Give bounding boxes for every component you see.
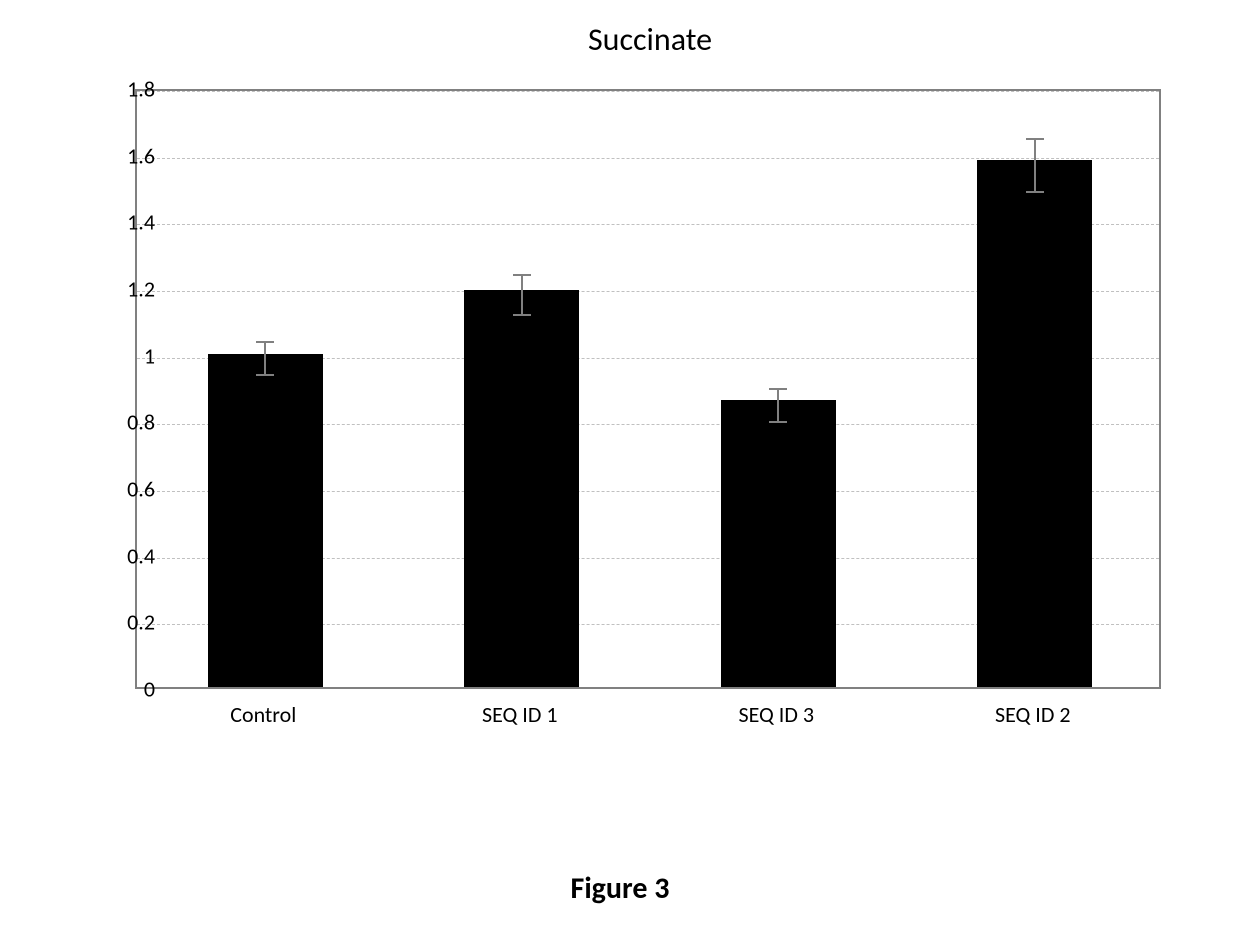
- chart-area: Fold improvement over control ControlSEQ…: [135, 89, 1190, 689]
- y-tick-label: 0: [105, 676, 155, 703]
- bar: [977, 160, 1092, 687]
- gridline: [137, 158, 1159, 159]
- y-tick-label: 1.8: [105, 76, 155, 103]
- bar: [464, 290, 579, 687]
- error-cap-top: [513, 274, 531, 276]
- error-cap-top: [256, 341, 274, 343]
- y-tick-label: 0.8: [105, 409, 155, 436]
- chart-title: Succinate: [110, 20, 1190, 59]
- y-tick-label: 0.4: [105, 542, 155, 569]
- chart-container: Succinate Fold improvement over control …: [50, 20, 1190, 689]
- y-tick-label: 0.2: [105, 609, 155, 636]
- y-tick-label: 1.6: [105, 142, 155, 169]
- x-tick-label: SEQ ID 3: [739, 701, 815, 728]
- error-cap-bottom: [256, 374, 274, 376]
- x-tick-label: Control: [230, 701, 296, 728]
- y-tick-label: 0.6: [105, 476, 155, 503]
- error-bar: [777, 388, 779, 421]
- y-tick-label: 1.4: [105, 209, 155, 236]
- error-bar: [264, 341, 266, 374]
- bar: [721, 400, 836, 687]
- y-tick-label: 1.2: [105, 276, 155, 303]
- error-bar: [1034, 138, 1036, 191]
- x-tick-label: SEQ ID 1: [482, 701, 558, 728]
- figure-caption: Figure 3: [0, 870, 1240, 907]
- y-tick-label: 1: [105, 342, 155, 369]
- error-cap-bottom: [513, 314, 531, 316]
- error-bar: [521, 274, 523, 314]
- gridline: [137, 91, 1159, 92]
- error-cap-bottom: [1026, 191, 1044, 193]
- error-cap-bottom: [769, 421, 787, 423]
- bar: [208, 354, 323, 687]
- plot-area: [135, 89, 1161, 689]
- error-cap-top: [1026, 138, 1044, 140]
- error-cap-top: [769, 388, 787, 390]
- x-tick-label: SEQ ID 2: [995, 701, 1071, 728]
